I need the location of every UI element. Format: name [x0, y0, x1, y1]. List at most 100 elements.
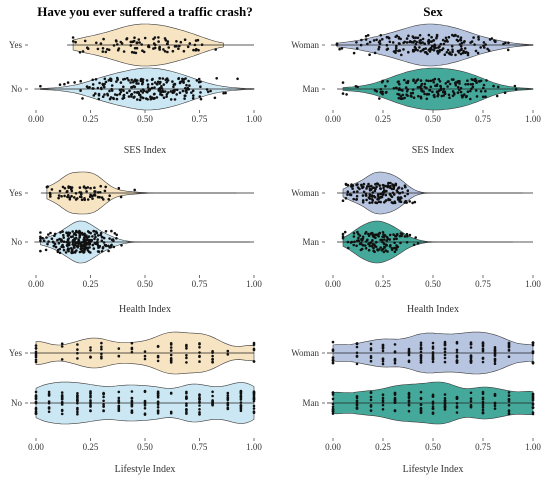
- panel-5-point: [198, 351, 201, 354]
- panel-2-point: [415, 79, 418, 82]
- panel-2-point: [436, 52, 440, 55]
- panel-2-point: [459, 48, 463, 52]
- panel-3-point: [70, 189, 74, 193]
- panel-4-point: [398, 234, 402, 238]
- panel-2-point: [437, 89, 441, 93]
- panel-2-point: [380, 80, 384, 84]
- panel-1-point: [132, 96, 136, 99]
- panel-1-point: [165, 93, 169, 96]
- panel-1-point: [141, 88, 145, 91]
- panel-2-point: [484, 95, 487, 98]
- panel-5-point: [143, 357, 147, 361]
- panel-1-point: [205, 88, 209, 91]
- panel-1-point: [162, 48, 165, 51]
- panel-2-point: [441, 38, 445, 42]
- panel-2-point: [492, 84, 495, 88]
- panel-3-point: [57, 196, 60, 200]
- panel-2-point: [394, 35, 398, 39]
- panel-3-point: [107, 249, 110, 253]
- panel-1-point: [181, 89, 185, 93]
- panel-5-point: [34, 407, 38, 411]
- panel-6-point: [431, 400, 435, 404]
- panel-4-point: [384, 249, 388, 252]
- panel-4-point: [353, 240, 356, 244]
- panel-6-point: [455, 351, 459, 354]
- panel-1-point: [133, 91, 136, 94]
- panel-2-point: [403, 78, 406, 82]
- panel-1-point: [236, 77, 239, 81]
- panel-6-point: [469, 397, 473, 400]
- panel-5-x-tick-label: 0.25: [83, 442, 99, 452]
- panel-2-point: [450, 53, 453, 56]
- panel-6-point: [355, 395, 359, 398]
- panel-5-point: [252, 396, 256, 400]
- panel-2-point: [452, 34, 456, 38]
- panel-2-point: [385, 43, 389, 47]
- panel-1-point: [123, 77, 127, 81]
- panel-2-point: [433, 77, 437, 81]
- panel-1-point: [92, 94, 96, 97]
- panel-1-point: [58, 83, 62, 86]
- panel-6-point: [493, 404, 497, 408]
- panel-1-point: [164, 38, 168, 42]
- panel-5-point: [89, 395, 92, 399]
- panel-4-point: [379, 187, 382, 190]
- panel-4-point: [390, 246, 394, 250]
- panel-3-point: [91, 243, 95, 247]
- panel-5-point: [76, 348, 79, 351]
- panel-2-point: [466, 82, 470, 86]
- panel-6-point: [393, 401, 397, 404]
- panel-6-point: [431, 358, 435, 361]
- panel-4-point: [355, 244, 358, 248]
- panel-2-point: [462, 40, 466, 44]
- panel-1-point: [85, 85, 89, 88]
- panel-3-point: [59, 231, 62, 234]
- panel-2-point: [484, 89, 487, 93]
- panel-2-point: [427, 93, 431, 96]
- panel-4-point: [341, 199, 345, 202]
- panel-5-group-label: No: [11, 398, 22, 408]
- panel-2-point: [478, 80, 481, 83]
- panel-5-point: [156, 344, 160, 348]
- panel-2-point: [442, 87, 446, 91]
- panel-6-point: [393, 361, 397, 365]
- panel-3-point: [73, 196, 76, 199]
- panel-3-point: [93, 186, 96, 189]
- panel-1-point: [160, 87, 164, 90]
- panel-1-point: [73, 81, 76, 84]
- panel-1-point: [122, 50, 126, 53]
- panel-2-point: [414, 81, 417, 85]
- panel-6-point: [331, 412, 335, 415]
- panel-3-point: [58, 247, 62, 251]
- panel-1-point: [179, 40, 183, 44]
- panel-2-point: [397, 36, 401, 39]
- panel-5-point: [47, 410, 51, 414]
- panel-3-point: [96, 238, 99, 241]
- panel-1-point: [164, 90, 167, 93]
- panel-2-point: [401, 97, 404, 100]
- panel-6-point: [531, 406, 535, 409]
- panel-2-point: [405, 37, 409, 40]
- panel-2-point: [401, 93, 405, 97]
- panel-2-point: [457, 51, 461, 54]
- panel-1-point: [172, 90, 176, 94]
- panel-5-point: [89, 356, 92, 359]
- panel-6-point: [481, 344, 485, 347]
- panel-4-point: [406, 192, 410, 196]
- panel-1-point: [197, 80, 201, 84]
- panel-2-point: [419, 50, 423, 53]
- panel-2-point: [466, 79, 469, 82]
- panel-4-point: [373, 244, 377, 248]
- panel-5-point: [76, 392, 79, 395]
- panel-6-xlabel: Lifestyle Index: [403, 464, 464, 475]
- panel-2-point: [431, 90, 434, 94]
- panel-4-point: [373, 250, 376, 254]
- panel-4-point: [359, 242, 363, 245]
- panel-1-point: [66, 81, 70, 84]
- panel-2-point: [398, 82, 401, 86]
- panel-3-point: [68, 198, 72, 201]
- panel-5-point: [100, 352, 103, 356]
- panel-2-point: [387, 36, 390, 39]
- panel-5-point: [185, 391, 188, 395]
- panel-3-x-tick-label: 0.75: [192, 279, 208, 289]
